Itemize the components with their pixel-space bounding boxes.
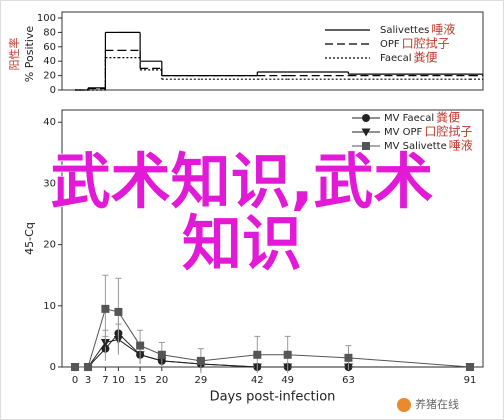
data-point bbox=[71, 363, 80, 371]
data-point bbox=[114, 307, 123, 316]
legend-translation: 口腔拭子 bbox=[424, 124, 472, 139]
y-tick-label: 0 bbox=[50, 85, 56, 96]
y-axis-label: % Positive bbox=[23, 26, 36, 83]
y-axis-label-translation: 阳性率 bbox=[7, 38, 21, 71]
data-point bbox=[136, 341, 145, 350]
y-tick-label: 20 bbox=[43, 71, 56, 82]
legend-label: Salivettes bbox=[380, 25, 429, 36]
legend-translation: 粪便 bbox=[414, 51, 438, 65]
data-point bbox=[84, 363, 93, 371]
y-tick-label: 20 bbox=[43, 240, 56, 251]
legend-label: MV Faecal bbox=[384, 113, 434, 124]
legend-label: MV OPF bbox=[384, 127, 423, 138]
data-point bbox=[253, 350, 262, 359]
x-tick-label: 15 bbox=[134, 375, 147, 386]
data-point bbox=[283, 350, 292, 359]
y-tick-label: 30 bbox=[43, 178, 56, 189]
legend-translation: 唾液 bbox=[449, 138, 473, 153]
y-tick-label: 80 bbox=[43, 27, 56, 38]
x-tick-label: 49 bbox=[281, 375, 294, 386]
legend-label: OPF bbox=[380, 39, 400, 50]
x-tick-label: 3 bbox=[85, 375, 91, 386]
data-point bbox=[465, 363, 474, 371]
legend-label: Faecal bbox=[380, 53, 412, 64]
x-tick-label: 42 bbox=[251, 375, 264, 386]
legend-label: MV Salivette bbox=[384, 141, 447, 152]
legend-marker bbox=[361, 128, 371, 137]
legend-translation: 唾液 bbox=[431, 22, 455, 37]
overlay-text: 知识 bbox=[182, 210, 302, 280]
legend-translation: 口腔拭子 bbox=[402, 36, 450, 51]
data-point bbox=[196, 356, 205, 365]
x-tick-label: 29 bbox=[195, 375, 208, 386]
data-point bbox=[344, 353, 353, 362]
data-point bbox=[101, 304, 110, 313]
y-tick-label: 10 bbox=[43, 301, 56, 312]
legend-marker bbox=[362, 114, 370, 122]
x-tick-label: 20 bbox=[155, 375, 168, 386]
x-tick-label: 10 bbox=[112, 375, 125, 386]
y-tick-label: 0 bbox=[50, 362, 56, 373]
data-point bbox=[157, 350, 166, 359]
watermark: 养猪在线 bbox=[415, 397, 459, 411]
x-axis-label: Days post-infection bbox=[210, 390, 336, 405]
x-tick-label: 91 bbox=[464, 375, 477, 386]
x-tick-label: 7 bbox=[102, 375, 108, 386]
y-tick-label: 100 bbox=[37, 13, 56, 24]
y-axis-label: 45-Cq bbox=[23, 222, 36, 255]
y-tick-label: 40 bbox=[43, 56, 56, 67]
legend-translation: 粪便 bbox=[436, 111, 460, 125]
legend-marker bbox=[362, 142, 370, 150]
plot-frame bbox=[61, 11, 484, 91]
overlay-text: 武术知识,武术 bbox=[51, 148, 434, 218]
watermark-icon bbox=[397, 398, 411, 412]
x-tick-label: 63 bbox=[342, 375, 355, 386]
y-tick-label: 40 bbox=[43, 117, 56, 128]
data-point bbox=[100, 339, 110, 348]
y-tick-label: 60 bbox=[43, 42, 56, 53]
x-tick-label: 0 bbox=[72, 375, 78, 386]
